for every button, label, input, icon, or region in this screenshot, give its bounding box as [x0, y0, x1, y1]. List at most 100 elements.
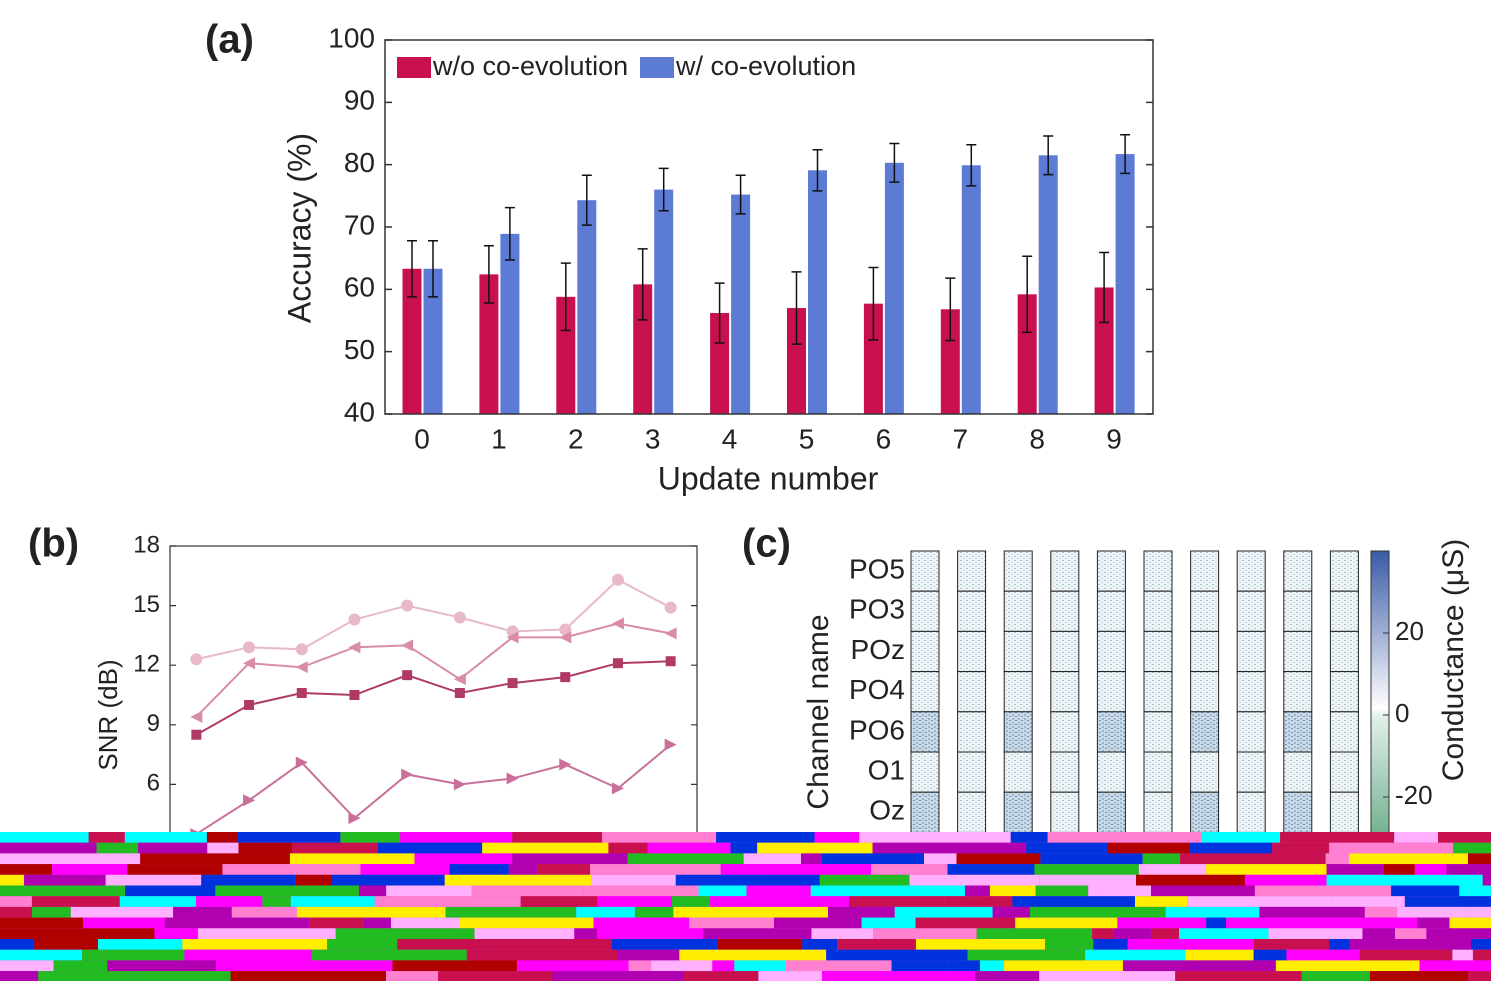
- corruption-block: [1394, 832, 1439, 843]
- corruption-block: [1175, 971, 1302, 981]
- corruption-block: [392, 960, 517, 972]
- heatmap-cell: [1003, 751, 1033, 793]
- x-tick-label: 1: [491, 423, 507, 454]
- corruption-block: [31, 896, 120, 907]
- corruption-block: [837, 939, 916, 950]
- x-axis-label: Update number: [658, 460, 879, 496]
- heatmap-cell: [1143, 630, 1173, 673]
- heatmap-cell: [957, 751, 987, 793]
- corruption-block: [915, 917, 1016, 929]
- row-label: POz: [851, 634, 905, 665]
- marker: [611, 573, 624, 586]
- heatmap-cell: [1096, 711, 1126, 753]
- corruption-block: [400, 832, 513, 843]
- corruption-block: [1226, 917, 1311, 929]
- bar: [731, 194, 751, 414]
- corruption-block: [0, 832, 89, 843]
- corruption-block: [164, 917, 310, 929]
- corruption-block: [1452, 949, 1473, 961]
- y-tick-label: 90: [344, 85, 375, 116]
- corruption-block: [1467, 928, 1491, 939]
- marker: [243, 641, 256, 654]
- corruption-block: [1142, 853, 1181, 865]
- heatmap-cell: [1050, 630, 1080, 673]
- corruption-block: [360, 864, 450, 875]
- corruption-block: [291, 842, 378, 854]
- error-bar: [483, 244, 494, 304]
- marker: [296, 688, 307, 699]
- corruption-block: [1206, 864, 1327, 875]
- bar: [1094, 287, 1114, 414]
- marker: [453, 673, 466, 686]
- corruption-block: [508, 864, 538, 875]
- heatmap-cell: [910, 671, 940, 713]
- corruption-block: [358, 885, 387, 897]
- corruption-block: [1185, 949, 1254, 961]
- corruption-block: [290, 896, 375, 907]
- y-tick-label: 40: [344, 396, 375, 427]
- corruption-block: [821, 853, 924, 865]
- corruption-block: [237, 832, 341, 843]
- corruption-block: [1206, 917, 1227, 929]
- heatmap-cell: [1050, 751, 1080, 793]
- corruption-block: [679, 949, 827, 961]
- corruption-block: [1107, 842, 1190, 854]
- corruption-block: [444, 874, 592, 886]
- panel-label: (a): [205, 18, 254, 62]
- corruption-block: [628, 960, 652, 972]
- corruption-block: [800, 853, 822, 865]
- corruption-block: [1151, 928, 1180, 939]
- corruption-block: [1138, 864, 1207, 875]
- corruption-block: [0, 864, 53, 875]
- marker: [507, 678, 518, 689]
- corruption-block: [730, 842, 758, 854]
- corruption-block: [474, 928, 575, 939]
- corruption-block: [773, 917, 862, 929]
- marker: [559, 631, 572, 644]
- marker: [664, 627, 677, 640]
- corruption-block: [974, 971, 1040, 981]
- heatmap-cell: [1236, 671, 1266, 713]
- corruption-block: [608, 842, 648, 854]
- corruption-block: [786, 960, 892, 972]
- heatmap-cell: [1096, 630, 1126, 673]
- corruption-block: [811, 928, 874, 939]
- corruption-block: [353, 960, 393, 972]
- corruption-block: [0, 874, 25, 886]
- corruption-block: [386, 885, 472, 897]
- marker: [295, 756, 308, 769]
- corruption-block: [119, 896, 197, 907]
- corruption-block: [1039, 874, 1137, 886]
- heatmap-cell: [910, 751, 940, 793]
- error-bar: [637, 248, 648, 321]
- corruption-block: [124, 832, 207, 843]
- corruption-block: [810, 885, 965, 897]
- bar: [654, 189, 674, 414]
- bar: [423, 268, 443, 414]
- corruption-block: [1041, 949, 1086, 961]
- heatmap-cell: [1003, 671, 1033, 713]
- x-tick-label: 5: [799, 423, 815, 454]
- heatmap-cell: [1190, 550, 1220, 592]
- y-tick-label: 70: [344, 209, 375, 240]
- corruption-block: [0, 853, 141, 865]
- heatmap-cell: [1003, 791, 1033, 833]
- corruption-block: [289, 853, 415, 865]
- corruption-block: [1004, 960, 1123, 972]
- corruption-block: [1449, 917, 1491, 929]
- corruption-block: [82, 917, 165, 929]
- marker: [559, 623, 572, 636]
- marker: [401, 599, 414, 612]
- corruption-block: [201, 874, 296, 886]
- corruption-block: [1275, 960, 1420, 972]
- corruption-block: [38, 971, 129, 981]
- corruption-block: [374, 896, 521, 907]
- corruption-block: [1034, 864, 1056, 875]
- corruption-block: [647, 842, 731, 854]
- corruption-block: [915, 939, 1046, 950]
- corruption-block: [1253, 949, 1287, 961]
- bar: [863, 303, 883, 414]
- corruption-block: [1325, 853, 1350, 865]
- heatmap-cell: [1329, 550, 1359, 592]
- corruption-block: [576, 906, 635, 918]
